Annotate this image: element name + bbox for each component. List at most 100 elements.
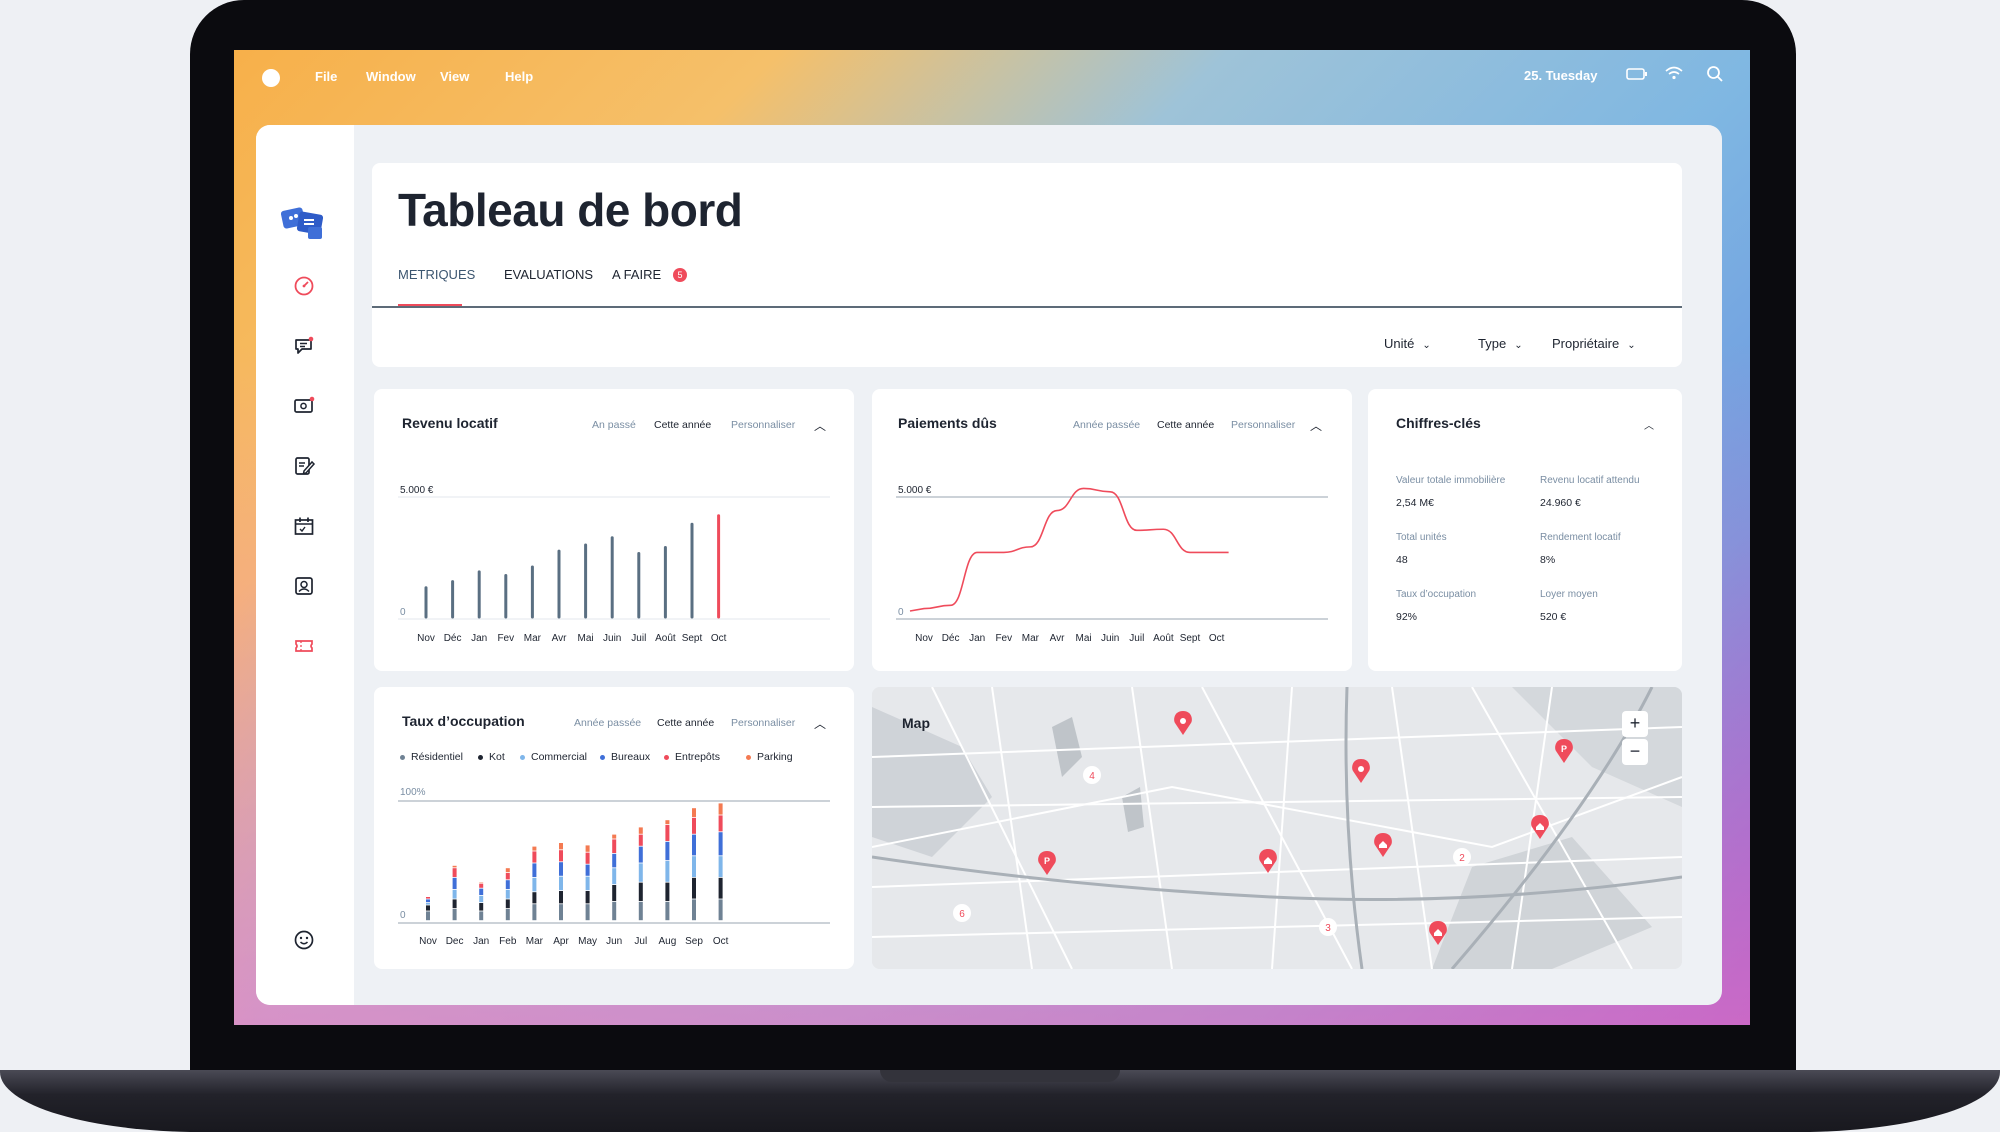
collapse-icon[interactable]: ︿ [1644,421,1654,432]
payment-icon[interactable] [292,394,316,418]
occupation-bar-segment[interactable] [559,876,563,891]
collapse-icon[interactable]: ︿ [1310,419,1323,433]
map-home-pin-icon[interactable] [1429,921,1447,945]
system-menu-icon[interactable] [262,69,280,87]
occupation-range-current[interactable]: Cette année [657,717,715,729]
occupation-bar-segment[interactable] [479,883,484,888]
map-pin-icon[interactable] [1174,711,1192,735]
map-card[interactable]: 4 2 6 3 P [872,687,1682,969]
legend-residentiel[interactable]: Résidentiel [400,751,463,763]
occupation-bar-segment[interactable] [505,889,510,899]
menu-window[interactable]: Window [366,69,416,84]
occupation-bar-segment[interactable] [638,882,643,901]
paiements-series-line[interactable] [909,487,1229,612]
occupation-bar-segment[interactable] [692,834,696,856]
occupation-bar-segment[interactable] [665,820,670,825]
occupation-bar-segment[interactable] [559,862,563,876]
tab-evaluations[interactable]: EVALUATIONS [504,267,594,282]
occupation-bar-segment[interactable] [532,851,537,863]
menu-view[interactable]: View [440,69,470,84]
occupation-bar-segment[interactable] [426,903,430,905]
occupation-bar-segment[interactable] [559,891,563,904]
legend-entrepots[interactable]: Entrepôts [664,751,720,763]
occupation-bar-segment[interactable] [638,827,643,834]
occupation-bar-segment[interactable] [692,817,696,834]
occupation-bar-segment[interactable] [665,882,670,901]
paiements-range-current[interactable]: Cette année [1157,419,1215,431]
occupation-bar-segment[interactable] [612,901,617,921]
occupation-bar-segment[interactable] [452,877,457,889]
menu-file[interactable]: File [315,69,338,84]
map-pin-icon[interactable] [1352,759,1370,783]
occupation-bar-segment[interactable] [532,892,537,904]
occupation-bar-segment[interactable] [638,834,643,846]
chat-icon[interactable] [292,334,316,358]
map-parking-pin-icon[interactable]: P [1038,851,1056,875]
contact-icon[interactable] [292,574,316,598]
collapse-icon[interactable]: ︿ [814,419,827,433]
occupation-bar-segment[interactable] [505,909,510,921]
occupation-bar-segment[interactable] [692,877,696,899]
occupation-range-past[interactable]: Année passée [574,717,642,729]
occupation-bar-segment[interactable] [479,895,484,903]
occupation-bar-segment[interactable] [532,846,537,851]
zoom-in-button[interactable]: + [1622,711,1648,737]
occupation-bar-segment[interactable] [692,856,696,877]
occupation-bar-segment[interactable] [585,891,590,904]
occupation-bar-segment[interactable] [585,864,590,876]
occupation-bar-segment[interactable] [479,888,484,895]
smiley-icon[interactable] [292,928,316,952]
zoom-out-button[interactable]: − [1622,739,1648,765]
occupation-range-custom[interactable]: Personnaliser [731,717,796,729]
occupation-bar-segment[interactable] [638,863,643,882]
wifi-icon[interactable] [1664,65,1684,84]
occupation-bar-segment[interactable] [718,815,723,832]
map-cluster-4[interactable]: 4 [1083,766,1101,784]
map-cluster-3[interactable]: 3 [1319,918,1337,936]
occupation-bar-segment[interactable] [505,899,510,909]
occupation-bar-segment[interactable] [585,852,590,864]
occupation-bar-segment[interactable] [692,899,696,921]
tab-a-faire[interactable]: A FAIRE [612,267,662,282]
occupation-bar-segment[interactable] [452,865,457,868]
occupation-bar-segment[interactable] [585,904,590,921]
occupation-bar-segment[interactable] [718,832,723,856]
occupation-bar-segment[interactable] [426,905,430,911]
tab-metriques[interactable]: METRIQUES [398,267,476,282]
edit-document-icon[interactable] [292,454,316,478]
revenu-range-current[interactable]: Cette année [654,419,712,431]
occupation-bar-segment[interactable] [612,853,617,868]
occupation-bar-segment[interactable] [665,861,670,882]
battery-icon[interactable] [1626,67,1648,84]
map-home-pin-icon[interactable] [1374,833,1392,857]
map-cluster-6[interactable]: 6 [953,904,971,922]
occupation-bar-segment[interactable] [505,868,510,873]
app-logo[interactable] [280,203,328,243]
menu-help[interactable]: Help [505,69,534,84]
occupation-bar-segment[interactable] [585,845,590,852]
speedometer-icon[interactable] [292,274,316,298]
revenu-range-custom[interactable]: Personnaliser [731,419,796,431]
occupation-bar-segment[interactable] [718,877,723,899]
filter-type[interactable]: Type ⌄ [1478,336,1523,351]
occupation-bar-segment[interactable] [612,839,617,853]
legend-commercial[interactable]: Commercial [520,751,587,763]
occupation-bar-segment[interactable] [612,868,617,885]
occupation-bar-segment[interactable] [585,876,590,891]
occupation-bar-segment[interactable] [718,803,723,815]
occupation-bar-segment[interactable] [692,808,696,817]
legend-kot[interactable]: Kot [478,751,505,763]
ticket-icon[interactable] [292,634,316,658]
occupation-bar-segment[interactable] [532,904,537,921]
occupation-bar-segment[interactable] [718,856,723,877]
occupation-bar-segment[interactable] [426,911,430,921]
occupation-bar-segment[interactable] [532,877,537,892]
occupation-bar-segment[interactable] [479,882,484,884]
occupation-bar-segment[interactable] [479,911,484,921]
paiements-range-custom[interactable]: Personnaliser [1231,419,1296,431]
map-home-pin-icon[interactable] [1531,815,1549,839]
occupation-bar-segment[interactable] [532,863,537,877]
occupation-bar-segment[interactable] [559,843,563,850]
paiements-range-past[interactable]: Année passée [1073,419,1141,431]
calendar-icon[interactable] [292,514,316,538]
